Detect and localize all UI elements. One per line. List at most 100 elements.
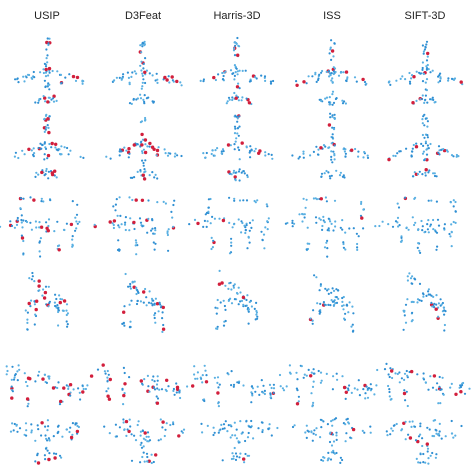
- point: [238, 115, 241, 118]
- point: [180, 154, 183, 158]
- point: [341, 296, 344, 300]
- point: [278, 373, 282, 377]
- point: [146, 145, 149, 148]
- point: [244, 304, 247, 307]
- point: [43, 130, 46, 133]
- point: [439, 298, 442, 301]
- point: [236, 132, 239, 135]
- point: [144, 159, 147, 162]
- point: [312, 150, 315, 153]
- point: [36, 452, 39, 455]
- point: [107, 373, 110, 376]
- point: [421, 292, 425, 295]
- point: [171, 216, 174, 219]
- point: [153, 388, 157, 391]
- point: [155, 72, 158, 75]
- point: [435, 388, 438, 391]
- point: [156, 201, 159, 204]
- point: [305, 436, 308, 439]
- point: [333, 144, 336, 147]
- point: [230, 384, 233, 387]
- keypoint: [127, 147, 131, 151]
- point: [232, 383, 236, 386]
- point: [305, 248, 308, 251]
- point: [443, 313, 446, 316]
- point: [202, 225, 205, 228]
- point: [388, 388, 391, 391]
- point: [236, 70, 239, 73]
- point: [404, 420, 407, 423]
- point: [255, 309, 258, 313]
- point: [65, 222, 68, 225]
- point: [363, 80, 367, 84]
- point: [450, 419, 453, 423]
- point: [25, 434, 28, 437]
- point: [76, 424, 79, 428]
- keypoint: [20, 236, 25, 240]
- point: [106, 369, 109, 373]
- keypoint: [39, 225, 44, 229]
- point: [238, 168, 241, 171]
- point: [404, 78, 407, 81]
- keypoint: [47, 457, 51, 462]
- point: [335, 438, 338, 441]
- point: [437, 224, 441, 227]
- point: [343, 150, 346, 153]
- point: [454, 210, 457, 213]
- point: [230, 370, 233, 373]
- point: [107, 387, 110, 390]
- keypoint: [175, 385, 180, 389]
- point: [406, 275, 409, 278]
- point: [154, 312, 157, 315]
- point: [421, 61, 424, 64]
- point: [426, 134, 429, 137]
- point: [427, 290, 430, 293]
- point: [304, 431, 307, 434]
- point: [303, 373, 306, 376]
- point: [58, 294, 61, 297]
- point: [130, 433, 133, 436]
- point: [182, 428, 186, 431]
- point: [407, 433, 410, 436]
- point: [331, 103, 334, 106]
- keypoint: [426, 51, 430, 56]
- point: [436, 245, 439, 248]
- point: [332, 449, 335, 452]
- point: [93, 223, 96, 226]
- point: [153, 248, 156, 251]
- keypoint: [89, 374, 94, 378]
- point: [307, 75, 310, 78]
- point: [22, 239, 25, 243]
- point: [193, 218, 197, 221]
- point: [423, 124, 426, 127]
- point: [329, 46, 332, 49]
- point: [112, 226, 115, 230]
- point: [112, 223, 115, 227]
- point: [103, 370, 106, 373]
- point: [418, 282, 422, 285]
- point: [416, 373, 419, 376]
- point: [323, 221, 326, 224]
- point: [327, 227, 330, 230]
- keypoint: [42, 296, 47, 300]
- point: [339, 226, 342, 229]
- point: [342, 71, 345, 74]
- point: [224, 420, 227, 423]
- point: [439, 77, 442, 80]
- point: [224, 308, 227, 311]
- point: [233, 298, 236, 301]
- point: [154, 173, 157, 176]
- point: [239, 452, 242, 455]
- keypoint: [390, 369, 394, 373]
- point: [169, 152, 172, 155]
- point: [128, 418, 131, 421]
- point: [143, 94, 146, 97]
- point: [48, 452, 51, 455]
- point: [320, 172, 324, 175]
- point: [341, 99, 344, 102]
- point: [43, 373, 47, 376]
- keypoint: [302, 80, 306, 84]
- point: [394, 220, 398, 223]
- point: [25, 429, 28, 432]
- point: [322, 301, 325, 304]
